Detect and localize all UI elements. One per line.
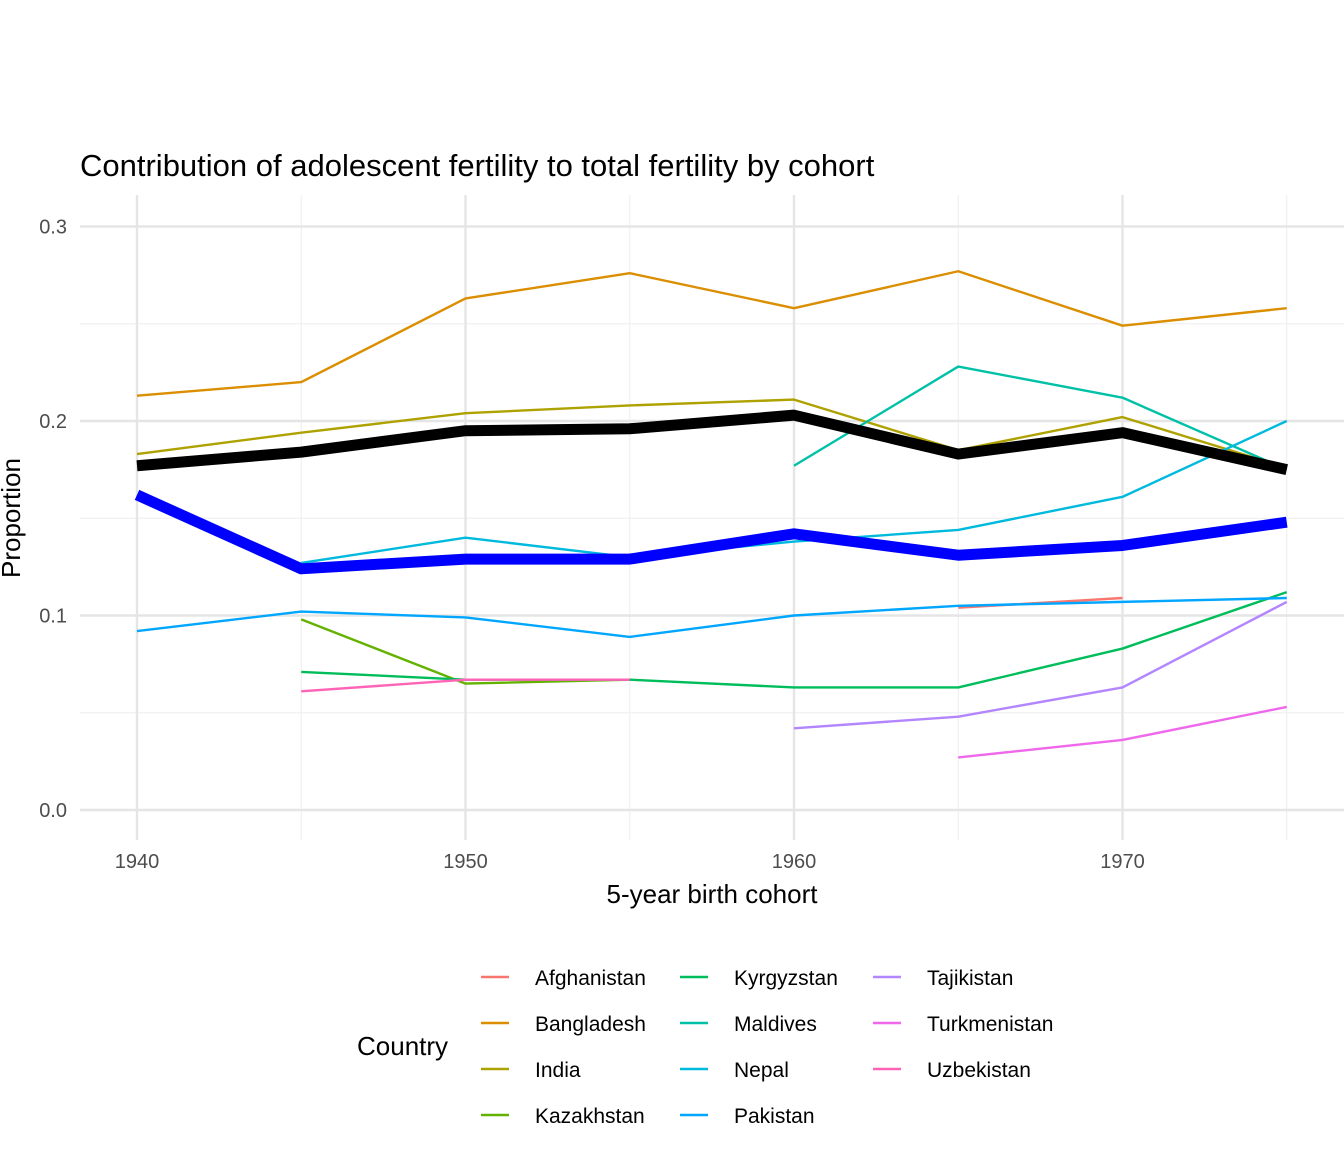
chart-title: Contribution of adolescent fertility to …	[80, 148, 875, 183]
legend-label: Maldives	[734, 1013, 817, 1036]
y-axis-label: Proportion	[0, 458, 26, 578]
series-line-india	[136, 398, 1288, 469]
legend-label: Kyrgyzstan	[734, 967, 838, 990]
legend-label: Tajikistan	[927, 967, 1013, 990]
series-line-kazakhstan	[300, 618, 630, 685]
series-line-turkmenistan	[958, 705, 1287, 759]
axis-ticks: 0.0 0.1 0.2 0.3 1940 1950 1960 1970	[39, 217, 1145, 874]
series-line-pakistan	[136, 596, 1287, 639]
legend-label: Turkmenistan	[927, 1013, 1053, 1036]
legend: Country Afghanistan Bangladesh India Kazakh…	[357, 967, 1053, 1128]
series-line-overall-average	[136, 409, 1288, 475]
legend-label: Afghanistan	[535, 967, 646, 990]
legend-label: Nepal	[734, 1059, 789, 1082]
y-tick-label: 0.2	[39, 411, 67, 433]
x-tick-label: 1950	[443, 851, 488, 873]
series-line-nepal	[301, 419, 1288, 565]
series-lines	[134, 270, 1288, 759]
series-line-bangladesh	[136, 270, 1287, 397]
legend-label: Kazakhstan	[535, 1105, 645, 1128]
legend-title: Country	[357, 1031, 448, 1061]
x-axis-label: 5-year birth cohort	[607, 879, 819, 909]
series-line-maldives	[793, 365, 1288, 471]
x-tick-label: 1940	[115, 851, 160, 873]
legend-label: Bangladesh	[535, 1013, 646, 1036]
legend-label: Uzbekistan	[927, 1059, 1031, 1082]
series-line-tajikistan	[793, 600, 1288, 730]
x-tick-label: 1970	[1100, 851, 1145, 873]
series-line-uzbekistan	[301, 678, 630, 693]
y-tick-label: 0.1	[39, 606, 67, 628]
legend-label: India	[535, 1059, 581, 1082]
y-tick-label: 0.3	[39, 217, 67, 239]
y-tick-label: 0.0	[39, 800, 67, 822]
legend-label: Pakistan	[734, 1105, 815, 1128]
series-line-group-average	[134, 489, 1288, 575]
x-tick-label: 1960	[772, 851, 817, 873]
